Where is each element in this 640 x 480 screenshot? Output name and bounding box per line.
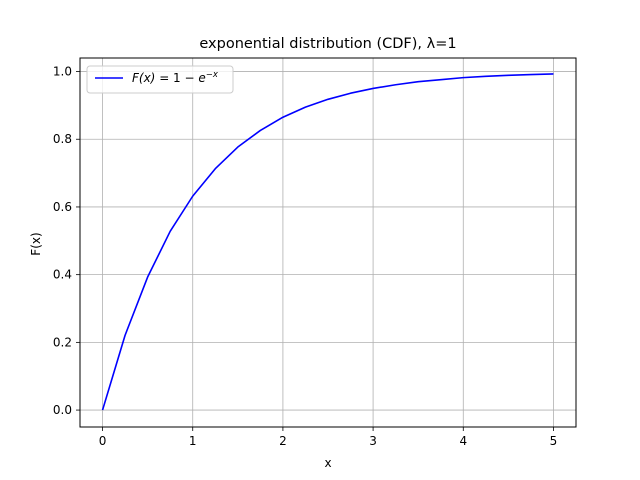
y-tick-label: 0.2	[53, 335, 72, 349]
series-layer	[101, 73, 554, 411]
legend-box	[86, 65, 234, 94]
series-line	[101, 73, 554, 411]
y-tick-label: 0.4	[53, 268, 72, 282]
y-tick-label: 0.6	[53, 200, 72, 214]
y-tick-label: 0.8	[53, 132, 72, 146]
legend-label-lhs: F(x)	[132, 71, 155, 85]
x-axis-label: x	[324, 456, 331, 470]
legend: F(x) = 1 − e−x	[86, 65, 234, 94]
legend-label-exp: −x	[206, 70, 219, 80]
y-axis-label: F(x)	[29, 232, 43, 255]
y-tick-label: 1.0	[53, 65, 72, 79]
grid-layer	[80, 58, 576, 427]
y-tick-label: 0.0	[53, 403, 72, 417]
x-tick-label: 0	[99, 434, 107, 448]
x-tick-label: 5	[550, 434, 558, 448]
tick-layer: 0 1 2 3 4 5 0.0 0.2 0.4 0.6 0.8 1.0	[53, 65, 557, 448]
legend-label-base: e	[198, 71, 205, 85]
plot-frame	[79, 57, 577, 428]
legend-label: F(x) = 1 − e−x	[132, 70, 219, 85]
legend-label-eq: = 1 −	[155, 71, 198, 85]
x-tick-label: 4	[459, 434, 467, 448]
x-tick-label: 1	[189, 434, 197, 448]
x-tick-label: 2	[279, 434, 287, 448]
x-tick-label: 3	[369, 434, 377, 448]
chart-title: exponential distribution (CDF), λ=1	[199, 36, 456, 52]
